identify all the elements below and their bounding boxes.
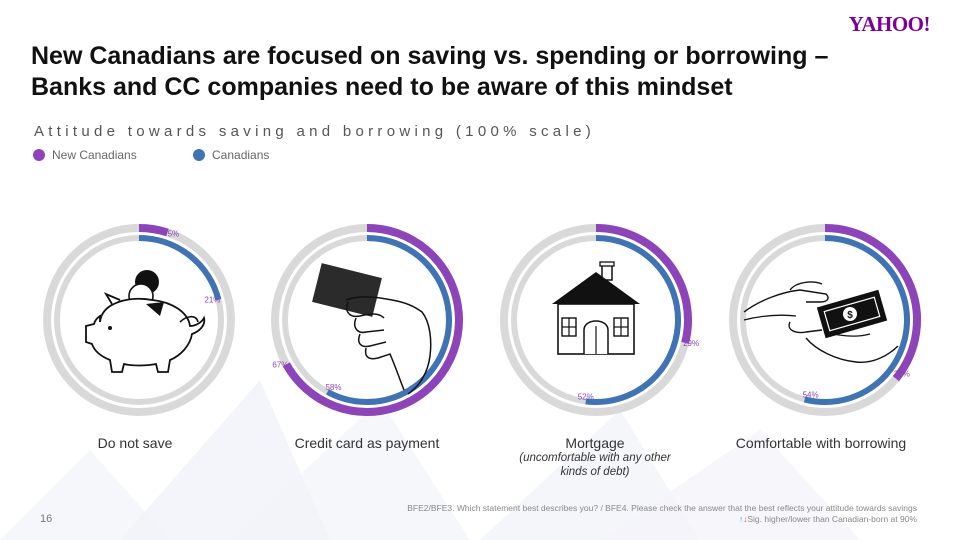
caption-credit-card: Credit card as payment [277, 436, 457, 451]
page-title: New Canadians are focused on saving vs. … [31, 41, 931, 103]
credit-card-hand-icon [312, 263, 432, 395]
donut-chart: 67% 58% [271, 224, 463, 416]
donut-arc-canadians [138, 235, 222, 301]
data-label-new-canadians: 67% [272, 360, 288, 369]
legend-label-canadians: Canadians [212, 148, 270, 162]
data-label-canadians: 52% [578, 392, 594, 401]
donut-arc-canadians [803, 235, 911, 405]
donut-arc-canadians [326, 235, 452, 405]
caption-title: Do not save [97, 435, 173, 451]
money-exchange-icon: $ [743, 281, 899, 363]
data-label-canadians: 54% [803, 390, 819, 399]
significance-arrows-icon: ↑↓ [738, 514, 748, 524]
chart-subtitle: Attitude towards saving and borrowing (1… [34, 123, 596, 140]
page-number: 16 [40, 513, 53, 525]
donut-chart: 29% 52% [500, 224, 699, 416]
title-line-1: New Canadians are focused on saving vs. … [31, 42, 829, 70]
donut-arc-new-canadians [282, 224, 463, 416]
donut-arc-new-canadians [595, 224, 692, 344]
legend-dot-new-canadians [33, 149, 45, 161]
caption-subtitle: (uncomfortable with any other kinds of d… [519, 452, 671, 478]
caption-do-not-save: Do not save [45, 436, 225, 451]
data-label-canadians: 58% [325, 383, 341, 392]
legend-item-new-canadians: New Canadians [33, 148, 137, 162]
caption-title: Credit card as payment [294, 435, 440, 451]
donut-chart: 5% 21% [43, 224, 235, 416]
data-label-new-canadians: 5% [168, 230, 180, 239]
caption-comfortable-borrowing: Comfortable with borrowing [731, 436, 911, 451]
footnote-significance: ↑↓Sig. higher/lower than Canadian-born a… [407, 514, 917, 525]
legend-dot-canadians [193, 149, 205, 161]
caption-mortgage: Mortgage (uncomfortable with any other k… [505, 436, 685, 479]
donut-arc-new-canadians [824, 224, 921, 382]
piggy-bank-icon [85, 270, 206, 373]
donut-arc-canadians [585, 235, 681, 405]
caption-title: Comfortable with borrowing [735, 435, 907, 451]
title-line-2: Banks and CC companies need to be aware … [31, 73, 733, 101]
house-icon [552, 261, 640, 355]
data-label-new-canadians: 36% [894, 370, 910, 379]
data-label-canadians: 21% [204, 296, 220, 305]
donut-arc-new-canadians [138, 224, 169, 237]
yahoo-logo: YAHOO! [848, 12, 931, 36]
footnote-significance-text: Sig. higher/lower than Canadian-born at … [747, 514, 917, 524]
svg-text:$: $ [847, 310, 853, 321]
data-label-new-canadians: 29% [683, 339, 699, 348]
footnote: BFE2/BFE3. Which statement best describe… [407, 503, 917, 525]
legend-item-canadians: Canadians [193, 148, 269, 162]
footnote-question: BFE2/BFE3. Which statement best describe… [407, 503, 917, 513]
legend-label-new-canadians: New Canadians [52, 148, 137, 162]
donut-chart: 36% 54% [729, 224, 921, 416]
caption-title: Mortgage [565, 435, 625, 451]
